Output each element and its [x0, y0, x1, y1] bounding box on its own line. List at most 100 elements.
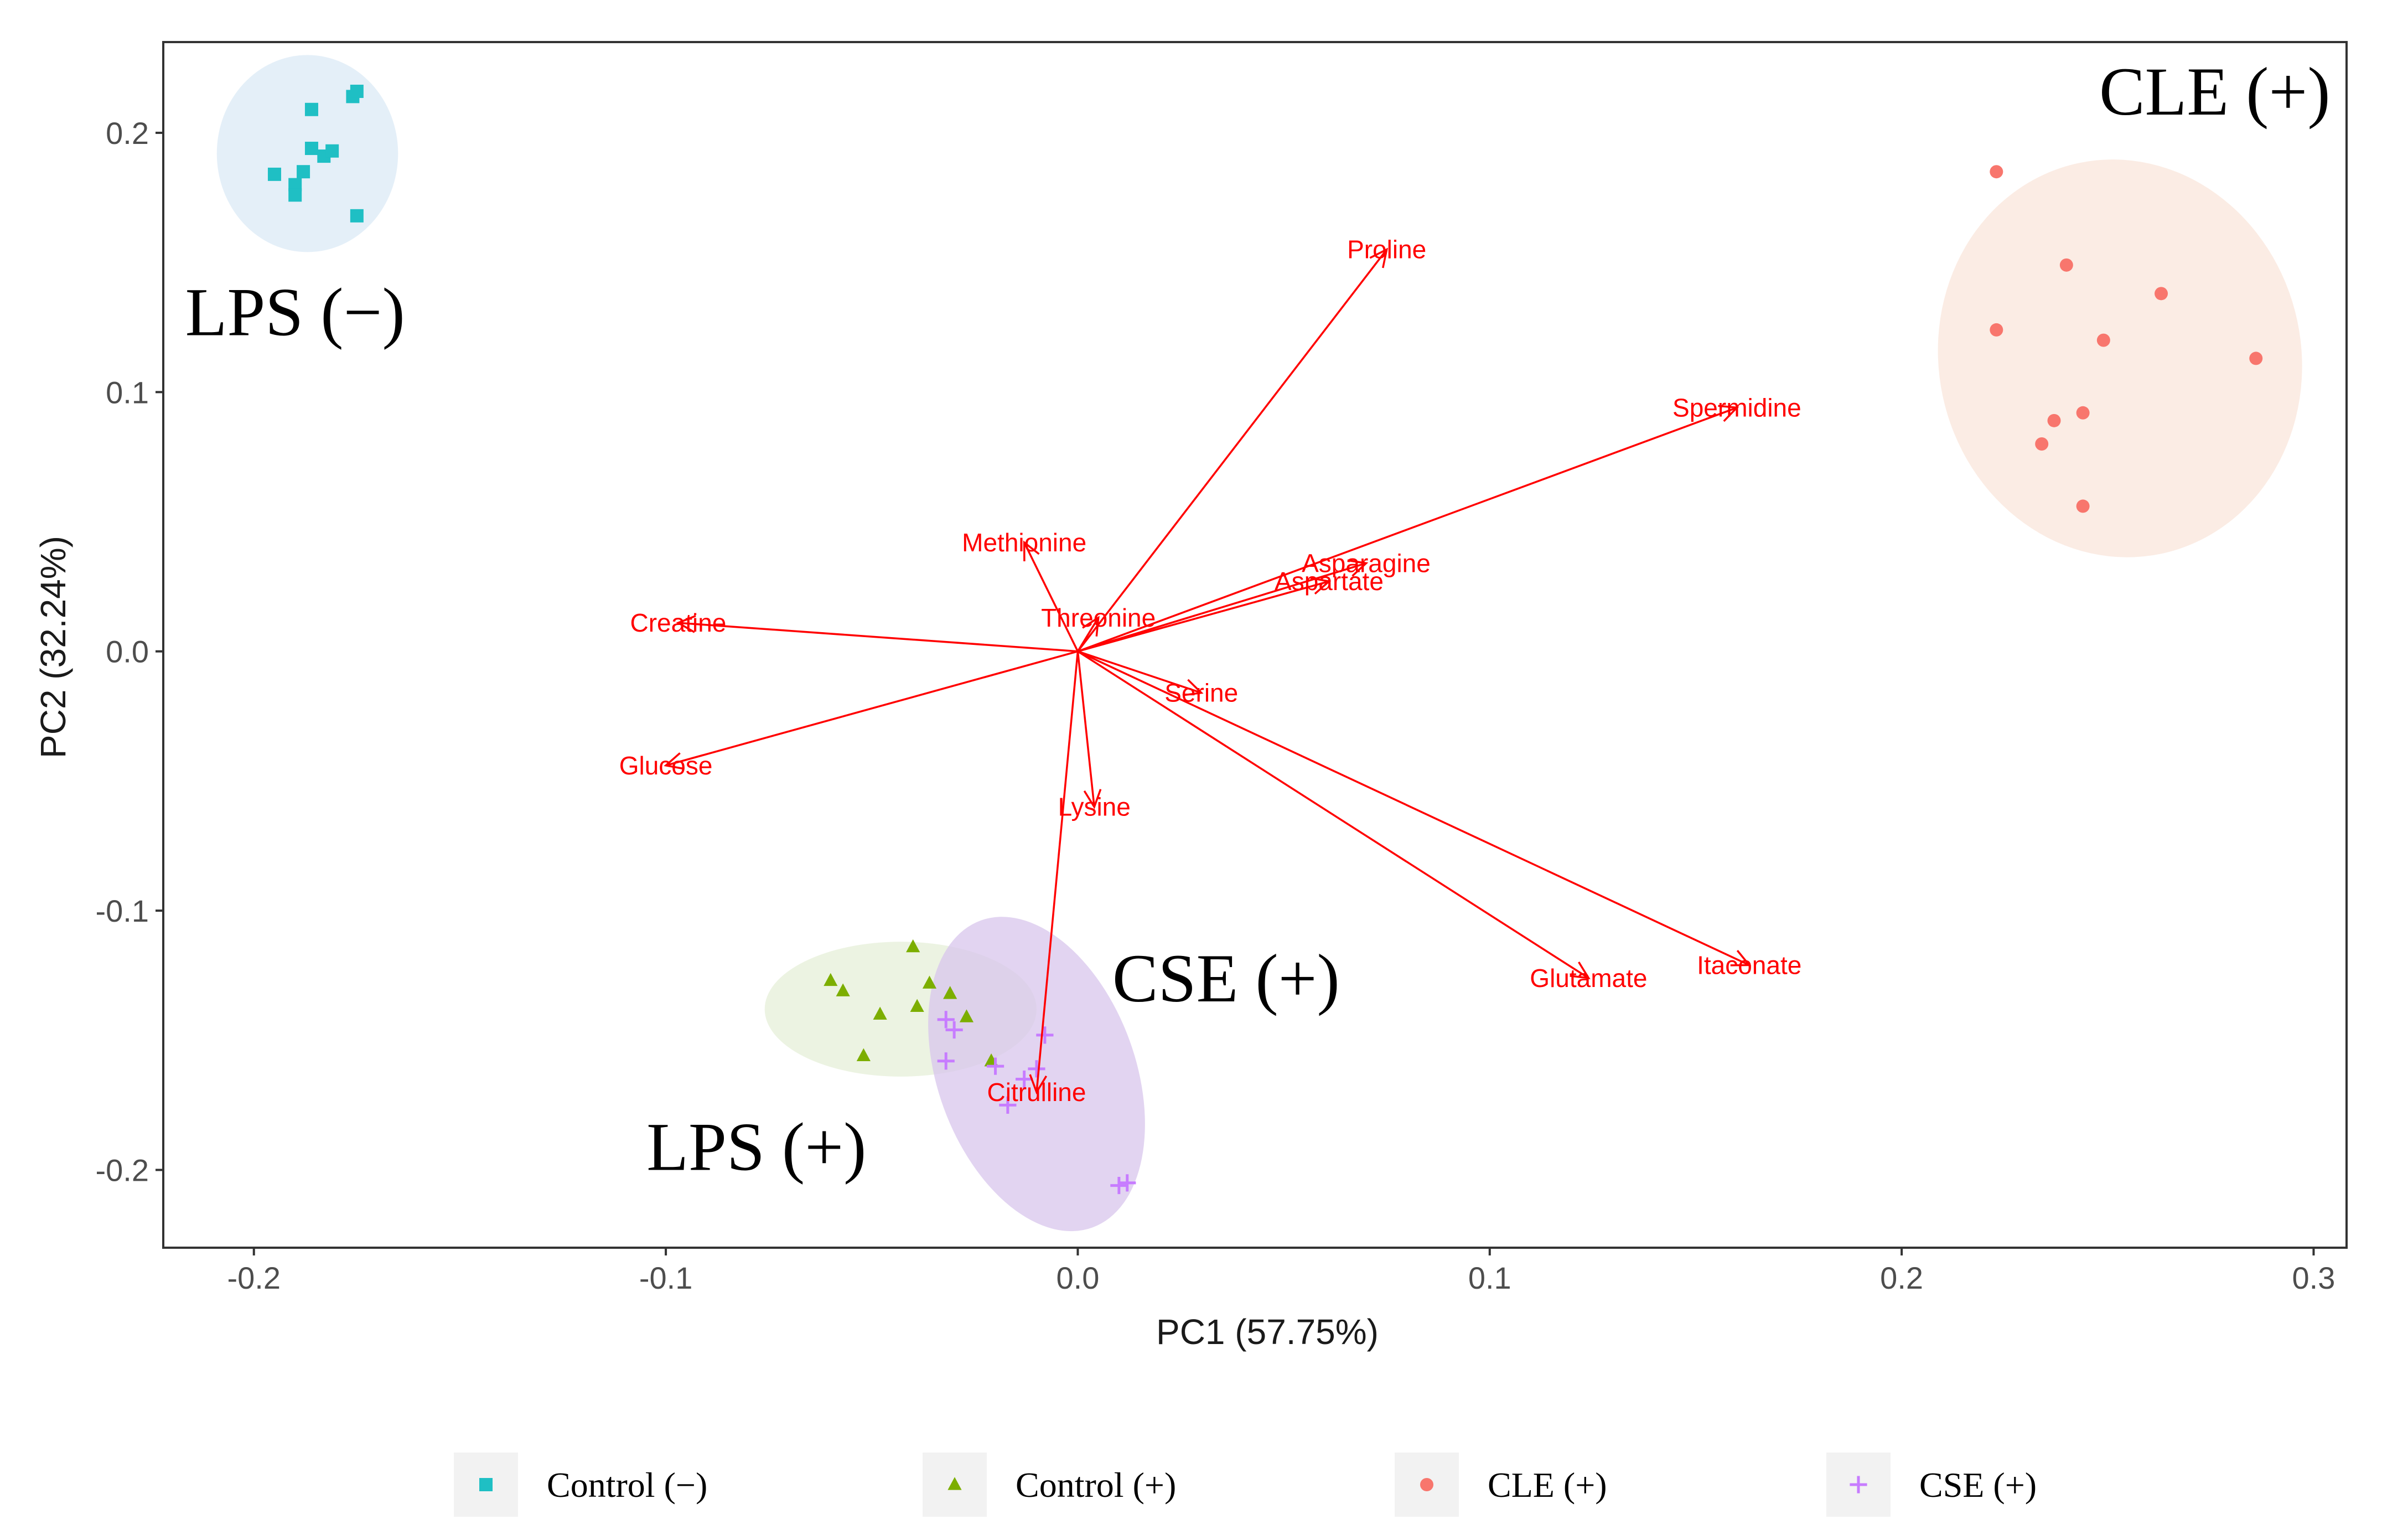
point-cse-1 [945, 1021, 963, 1039]
point-cle-4 [2096, 333, 2110, 347]
loading-label-aspartate: Aspartate [1275, 567, 1384, 596]
legend-label-control: Control (+) [1016, 1465, 1176, 1505]
loading-label-lysine: Lysine [1058, 793, 1131, 821]
point-control-2 [297, 165, 310, 179]
y-axis-title: PC2 (32.24%) [33, 536, 73, 758]
loading-arrowhead-methionine [1023, 540, 1040, 561]
loading-glucose: Glucose [619, 650, 1078, 780]
loading-itaconate: Itaconate [1077, 650, 1801, 979]
loading-methionine: Methionine [962, 528, 1086, 652]
loading-aspartate: Aspartate [1077, 567, 1384, 653]
point-control-6 [943, 986, 957, 999]
point-cse-9 [1118, 1174, 1136, 1192]
point-cle-8 [2035, 437, 2049, 451]
loading-arrow-lysine [1076, 651, 1095, 807]
point-control-5 [922, 975, 937, 989]
loading-arrow-itaconate [1077, 650, 1750, 967]
plot-panel-border [162, 41, 2348, 1249]
loading-arrow-threonine [1076, 617, 1100, 652]
point-cle-1 [2059, 258, 2073, 272]
annotation-cle: CLE (+) [2099, 54, 2331, 130]
loading-label-threonine: Threonine [1041, 603, 1156, 632]
loading-label-glucose: Glucose [619, 751, 713, 780]
loading-label-glutamate: Glutamate [1530, 964, 1647, 993]
point-cle-9 [2076, 499, 2090, 513]
point-cse-4 [1016, 1070, 1033, 1088]
legend-item-cse: CSE (+) [1826, 1453, 2037, 1517]
y-tick-label-4: -0.2 [96, 1152, 149, 1187]
loading-arrowhead-aspartate [1310, 577, 1332, 595]
point-cle-6 [2076, 406, 2090, 420]
legend-item-cle: CLE (+) [1395, 1453, 1607, 1517]
loading-label-methionine: Methionine [962, 528, 1086, 557]
point-cle-2 [2155, 287, 2168, 301]
ellipse-cle [1938, 159, 2302, 557]
legend-label-cse: CSE (+) [1919, 1465, 2037, 1505]
loading-asparagine: Asparagine [1077, 549, 1431, 653]
legend-item-control: Control (+) [923, 1453, 1176, 1517]
x-axis: -0.2 -0.1 0.0 0.1 0.2 0.3 [227, 1248, 2335, 1295]
loading-label-asparagine: Asparagine [1302, 549, 1431, 577]
loading-arrowhead-glucose [664, 752, 685, 770]
loading-arrowhead-spermidine [1718, 405, 1739, 422]
point-control-7 [910, 999, 924, 1012]
legend-symbol-cse [1850, 1476, 1867, 1493]
loading-label-citrulline: Citrulline [987, 1078, 1086, 1107]
x-tick-label-0: -0.2 [227, 1260, 281, 1295]
y-tick-label-1: 0.1 [106, 375, 149, 410]
point-control-1 [836, 983, 850, 996]
x-tick-label-4: 0.2 [1880, 1260, 1923, 1295]
loading-arrow-glucose [665, 650, 1078, 767]
loading-arrow-creatine [678, 622, 1078, 653]
loading-lysine: Lysine [1058, 651, 1131, 821]
legend-item-control: Control (−) [454, 1453, 707, 1517]
point-cle-3 [1990, 323, 2003, 337]
point-cse-0 [937, 1011, 955, 1028]
point-control-6 [325, 144, 339, 158]
loading-creatine: Creatine [630, 608, 1078, 653]
loading-glutamate: Glutamate [1077, 650, 1648, 993]
loading-arrow-asparagine [1077, 562, 1366, 653]
x-tick-label-2: 0.0 [1057, 1260, 1100, 1295]
loading-arrowhead-itaconate [1730, 949, 1752, 967]
group-annotations: LPS (−) CLE (+) CSE (+) LPS (+) [185, 54, 2331, 1185]
point-cse-6 [1028, 1060, 1045, 1078]
legend: Control (−) Control (+) CLE (+) CSE (+) [454, 1453, 2037, 1517]
loading-label-spermidine: Spermidine [1672, 393, 1801, 422]
point-cse-8 [1110, 1176, 1128, 1195]
x-tick-label-1: -0.1 [639, 1260, 693, 1295]
point-cse-5 [1036, 1026, 1054, 1044]
point-control-3 [288, 188, 302, 202]
loading-label-itaconate: Itaconate [1697, 950, 1801, 979]
legend-label-control: Control (−) [547, 1465, 707, 1505]
y-axis: 0.2 0.1 0.0 -0.1 -0.2 [96, 116, 163, 1187]
loading-label-creatine: Creatine [630, 608, 726, 637]
loading-arrow-methionine [1023, 542, 1079, 652]
point-control-10 [304, 102, 318, 116]
point-control-7 [350, 209, 364, 223]
point-cle-7 [2047, 414, 2061, 427]
loading-arrow-citrulline [1035, 651, 1079, 1093]
y-tick-label-0: 0.2 [106, 116, 149, 151]
loading-threonine: Threonine [1041, 603, 1156, 652]
point-cle-0 [1990, 165, 2003, 179]
loading-arrowhead-asparagine [1347, 559, 1369, 577]
point-control-4 [304, 142, 318, 156]
loading-arrowhead-creatine [676, 614, 696, 633]
point-control-3 [856, 1048, 871, 1061]
confidence-ellipses [216, 55, 2302, 1232]
loading-citrulline: Citrulline [987, 651, 1086, 1107]
loading-spermidine: Spermidine [1077, 393, 1801, 653]
point-control-0 [824, 973, 838, 986]
loading-arrow-serine [1077, 650, 1202, 694]
point-cse-2 [937, 1052, 955, 1070]
point-cse-7 [999, 1096, 1017, 1114]
loading-label-serine: Serine [1164, 679, 1238, 707]
loading-arrowhead-lysine [1083, 789, 1102, 809]
annotation-lps: LPS (+) [646, 1109, 866, 1185]
loading-arrowhead-proline [1369, 247, 1389, 268]
point-control-4 [906, 939, 920, 953]
loading-arrow-glutamate [1077, 650, 1589, 979]
